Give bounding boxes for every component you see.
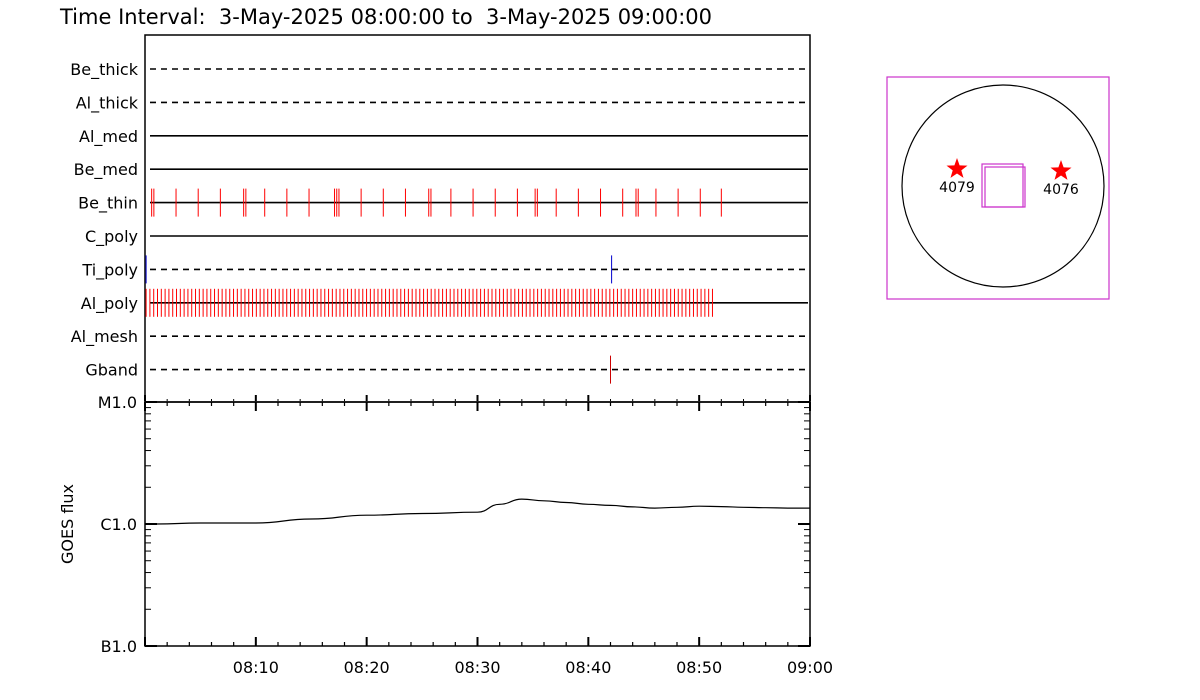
x-tick-label: 09:00 — [787, 658, 833, 677]
channel-row-be_med: Be_med — [74, 160, 808, 180]
channel-label: Al_mesh — [71, 327, 138, 347]
time-interval-title: Time Interval: 3-May-2025 08:00:00 to 3-… — [59, 5, 712, 29]
locator-frame — [886, 76, 1110, 300]
channel-row-al_med: Al_med — [79, 127, 808, 147]
x-tick-label: 08:10 — [233, 658, 279, 677]
solar-disk — [901, 84, 1105, 288]
active-region-4076: 4076 — [1043, 160, 1079, 198]
channel-label: C_poly — [85, 227, 138, 247]
star-icon — [946, 158, 968, 178]
channel-label: Be_thin — [78, 194, 138, 214]
channel-row-ti_poly: Ti_poly — [81, 255, 808, 284]
active-region-markers: 4079 4076 — [939, 158, 1079, 198]
channel-row-c_poly: C_poly — [85, 227, 808, 247]
channel-row-al_poly: Al_poly — [81, 288, 808, 317]
x-tick-label: 08:40 — [565, 658, 611, 677]
goes-axis-ticks — [144, 395, 811, 647]
channel-rows: Be_thick Al_thick Al_med Be_med Be_thin C_pol… — [70, 60, 808, 384]
goes-panel-frame — [144, 401, 811, 647]
y-tick-label: C1.0 — [100, 515, 137, 534]
sun-locator-diagram: 4079 4076 — [886, 76, 1110, 300]
channel-label: Gband — [85, 361, 138, 380]
channel-label: Ti_poly — [81, 260, 138, 280]
channel-row-al_mesh: Al_mesh — [71, 327, 808, 347]
goes-axis-labels: 08:10 08:20 08:30 08:40 08:50 09:00 M1.0 C1.0 B1… — [98, 393, 833, 677]
channel-panel: Be_thick Al_thick Al_med Be_med Be_thin C_pol… — [70, 34, 811, 403]
goes-flux-line — [156, 498, 810, 525]
channel-row-be_thick: Be_thick — [70, 60, 808, 80]
x-tick-label: 08:30 — [454, 658, 500, 677]
channel-label: Be_med — [74, 160, 138, 180]
field-of-view-box — [981, 163, 1024, 208]
channel-label: Al_thick — [76, 93, 139, 113]
goes-y-axis-label: GOES flux — [58, 484, 77, 564]
channel-row-al_thick: Al_thick — [76, 93, 808, 113]
channel-label: Al_med — [79, 127, 138, 147]
channel-row-be_thin: Be_thin — [78, 188, 808, 217]
channel-panel-frame — [144, 34, 811, 403]
active-region-label: 4076 — [1043, 182, 1079, 198]
star-icon — [1050, 160, 1072, 180]
active-region-label: 4079 — [939, 180, 975, 196]
y-tick-label: M1.0 — [98, 393, 137, 412]
channel-label: Al_poly — [81, 294, 138, 314]
y-tick-label: B1.0 — [101, 637, 137, 656]
x-tick-label: 08:20 — [344, 658, 390, 677]
channel-label: Be_thick — [70, 60, 138, 80]
active-region-4079: 4079 — [939, 158, 975, 196]
goes-panel: 08:10 08:20 08:30 08:40 08:50 09:00 M1.0 C1.0 B1… — [58, 393, 833, 677]
channel-row-gband: Gband — [85, 355, 808, 384]
x-tick-label: 08:50 — [676, 658, 722, 677]
field-of-view-box-shadow — [984, 166, 1026, 208]
